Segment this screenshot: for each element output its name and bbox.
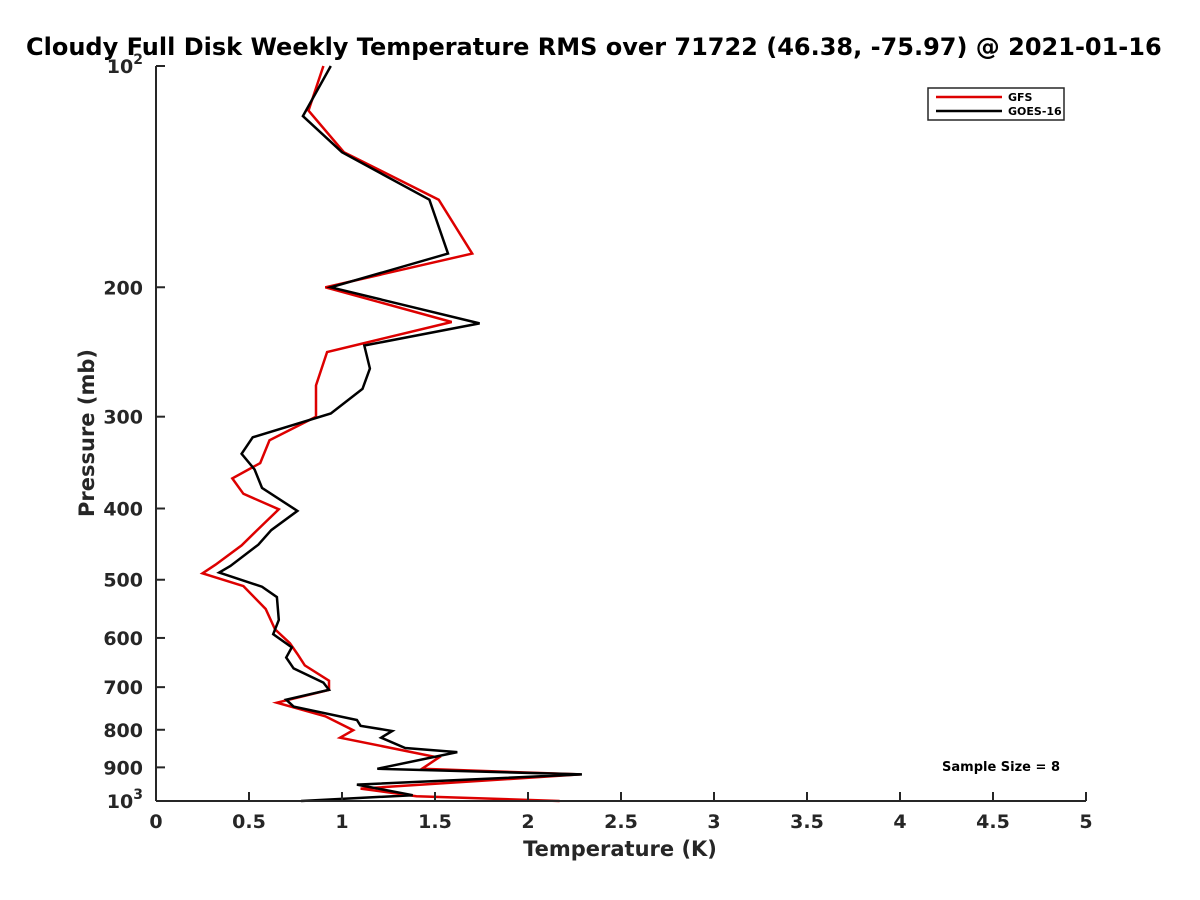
- x-tick-label: 3: [707, 811, 720, 833]
- y-tick-label: 500: [103, 570, 143, 592]
- legend-label-goes16: GOES-16: [1008, 105, 1062, 118]
- legend-box: [927, 87, 1065, 121]
- sample-size-annotation: Sample Size = 8: [942, 760, 1060, 775]
- plot-lines: [199, 65, 582, 803]
- x-ticks: 0 0.5 1 1.5 2 2.5 3 3.5 4 4.5 5: [149, 792, 1093, 833]
- y-ticks: 102 200 300 400 500 600 700 800 900 103: [103, 52, 165, 813]
- x-tick-label: 3.5: [790, 811, 824, 833]
- x-tick-label: 2.5: [604, 811, 638, 833]
- legend-label-gfs: GFS: [1008, 91, 1033, 104]
- x-tick-label: 4.5: [976, 811, 1010, 833]
- x-axis-label: Temperature (K): [523, 837, 717, 861]
- y-tick-label: 900: [103, 757, 143, 779]
- x-tick-label: 4: [893, 811, 906, 833]
- y-tick-label: 700: [103, 677, 143, 699]
- y-tick-label: 300: [103, 407, 143, 429]
- y-tick-label: 200: [103, 277, 143, 299]
- y-tick-label: 800: [103, 720, 143, 742]
- x-tick-label: 1: [335, 811, 348, 833]
- y-tick-label: 103: [107, 787, 143, 813]
- x-tick-label: 0: [149, 811, 162, 833]
- x-tick-label: 5: [1079, 811, 1092, 833]
- legend: GFS GOES-16: [927, 87, 1065, 121]
- series-line-goes16: [216, 65, 582, 803]
- y-tick-label: 400: [103, 499, 143, 521]
- series-line-gfs: [199, 65, 581, 803]
- x-tick-label: 2: [521, 811, 534, 833]
- chart-title: Cloudy Full Disk Weekly Temperature RMS …: [26, 33, 1162, 61]
- y-axis-label: Pressure (mb): [75, 349, 99, 517]
- x-tick-label: 0.5: [232, 811, 266, 833]
- x-tick-label: 1.5: [418, 811, 452, 833]
- y-tick-label: 600: [103, 628, 143, 650]
- y-tick-label: 102: [107, 52, 143, 78]
